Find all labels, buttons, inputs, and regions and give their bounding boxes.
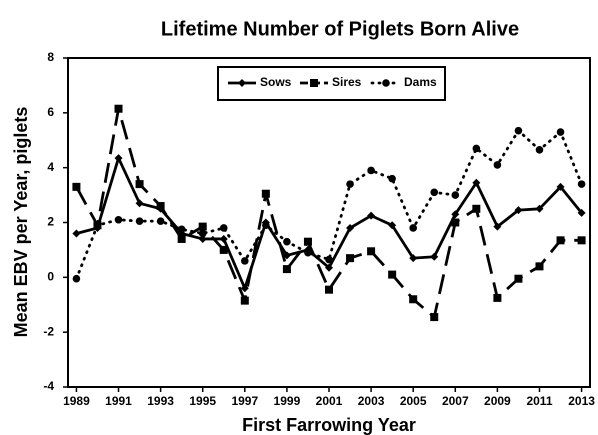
marker xyxy=(114,215,123,224)
y-tick-label: -4 xyxy=(43,379,54,393)
marker xyxy=(535,262,544,271)
marker xyxy=(282,265,291,274)
marker xyxy=(556,128,565,136)
marker xyxy=(114,154,123,163)
marker xyxy=(472,144,481,153)
marker xyxy=(367,247,376,256)
marker xyxy=(514,126,523,135)
marker xyxy=(219,245,228,254)
marker xyxy=(556,182,565,191)
y-tick-label: 2 xyxy=(47,215,54,229)
marker xyxy=(430,252,439,261)
marker xyxy=(577,208,586,217)
x-tick-label: 2005 xyxy=(400,394,427,408)
marker xyxy=(472,178,481,187)
marker xyxy=(135,199,144,208)
y-axis-label: Mean EBV per Year, piglets xyxy=(11,107,31,338)
marker xyxy=(577,236,586,245)
marker xyxy=(535,146,544,154)
marker xyxy=(198,234,207,243)
marker xyxy=(156,202,165,211)
marker xyxy=(114,104,123,113)
x-tick-label: 1997 xyxy=(231,394,258,408)
marker xyxy=(156,217,165,225)
marker xyxy=(382,79,390,87)
marker xyxy=(451,218,460,227)
marker xyxy=(409,224,417,232)
x-tick-label: 2011 xyxy=(526,394,552,408)
x-tick-label: 1993 xyxy=(147,394,174,408)
marker xyxy=(72,274,81,283)
x-axis-label: First Farrowing Year xyxy=(242,415,416,435)
marker xyxy=(409,254,418,263)
marker xyxy=(93,221,102,230)
marker xyxy=(367,166,375,175)
marker xyxy=(261,189,270,198)
marker xyxy=(388,221,397,230)
legend-label: Sires xyxy=(332,75,362,89)
marker xyxy=(409,295,418,304)
marker xyxy=(240,296,249,305)
x-tick-label: 2007 xyxy=(442,394,469,408)
marker xyxy=(388,174,396,183)
marker xyxy=(367,211,376,220)
x-tick-label: 2009 xyxy=(484,394,511,408)
marker xyxy=(514,206,523,215)
marker xyxy=(304,248,312,257)
x-tick-label: 2001 xyxy=(316,394,343,408)
x-tick-label: 2003 xyxy=(358,394,385,408)
marker xyxy=(198,229,207,238)
marker xyxy=(472,204,481,213)
marker xyxy=(556,236,565,245)
y-tick-label: 0 xyxy=(47,270,54,284)
marker xyxy=(219,224,228,232)
marker xyxy=(346,223,355,232)
marker xyxy=(238,79,246,87)
marker xyxy=(346,254,355,263)
x-tick-label: 1989 xyxy=(63,394,90,408)
marker xyxy=(241,257,249,265)
marker xyxy=(451,210,460,219)
marker xyxy=(72,229,81,238)
marker xyxy=(325,255,333,264)
x-tick-label: 1995 xyxy=(189,394,216,408)
marker xyxy=(430,313,439,322)
legend-label: Sows xyxy=(260,75,292,89)
x-tick-label: 1999 xyxy=(274,394,301,408)
marker xyxy=(514,274,523,283)
marker xyxy=(283,237,291,246)
marker xyxy=(325,263,333,272)
marker xyxy=(177,234,186,243)
marker xyxy=(219,234,228,243)
y-tick-label: 6 xyxy=(47,105,54,119)
x-tick-label: 2013 xyxy=(568,394,595,408)
marker xyxy=(135,217,144,225)
marker xyxy=(310,79,318,87)
marker xyxy=(262,221,270,230)
marker xyxy=(535,204,544,213)
x-tick-label: 1991 xyxy=(105,394,132,408)
marker xyxy=(198,222,207,231)
chart-title: Lifetime Number of Piglets Born Alive xyxy=(161,18,519,40)
plot-frame xyxy=(67,57,591,388)
marker xyxy=(303,237,312,246)
marker xyxy=(325,285,333,294)
marker xyxy=(346,180,354,188)
marker xyxy=(493,293,502,302)
y-tick-label: 8 xyxy=(47,50,54,64)
y-tick-label: -2 xyxy=(43,324,54,338)
marker xyxy=(388,270,397,279)
y-tick-label: 4 xyxy=(47,160,54,174)
marker xyxy=(72,182,81,191)
marker xyxy=(577,180,586,188)
marker xyxy=(493,161,502,169)
marker xyxy=(135,180,144,189)
marker xyxy=(177,225,186,234)
legend-label: Dams xyxy=(404,75,437,89)
marker xyxy=(430,188,439,197)
marker xyxy=(493,222,502,231)
marker xyxy=(451,191,460,199)
